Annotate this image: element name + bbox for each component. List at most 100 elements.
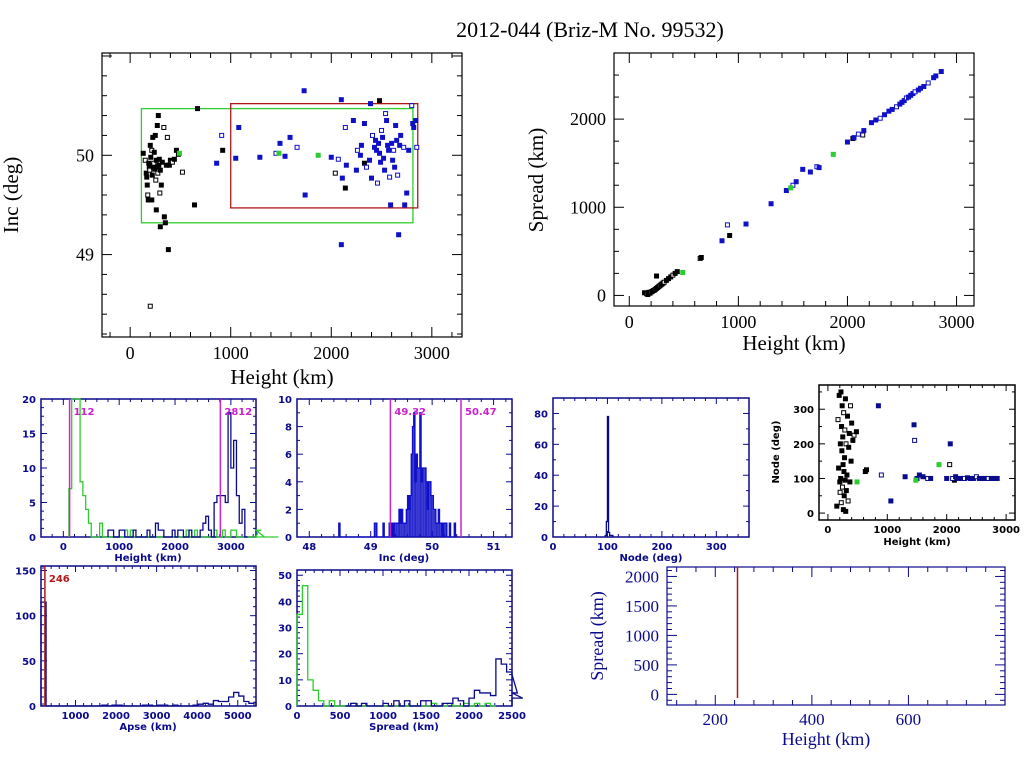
scatter-point	[153, 177, 159, 183]
scatter-point	[840, 462, 846, 468]
histogram-bar	[217, 496, 220, 537]
scatter-point	[411, 124, 417, 130]
scatter-point	[179, 169, 185, 175]
y-tick-label: 100	[793, 474, 814, 485]
histogram-bar	[395, 523, 397, 537]
y-axis-label: Node (deg)	[771, 421, 782, 484]
histogram-bar	[374, 523, 376, 537]
scatter-point	[176, 150, 182, 156]
scatter-point	[277, 140, 283, 146]
y-tick-label: 49	[76, 245, 94, 265]
scatter-point	[392, 164, 398, 170]
histogram-green	[68, 398, 279, 538]
y-tick-label: 200	[793, 440, 814, 451]
y-tick-label: 6	[285, 450, 292, 461]
histogram-blue	[107, 412, 248, 538]
scatter-point	[391, 147, 397, 153]
scatter-point	[335, 156, 341, 162]
scatter-point	[374, 147, 380, 153]
histogram-bar	[72, 399, 75, 537]
scatter-point	[386, 147, 392, 153]
histogram-bar	[214, 503, 217, 538]
scatter-point	[144, 174, 150, 180]
histogram-bar	[421, 481, 423, 537]
threshold-label: 50.47	[465, 407, 497, 418]
scatter-point	[921, 83, 927, 89]
scatter-point	[220, 147, 226, 153]
scatter-point	[166, 162, 172, 168]
histogram-bar	[200, 530, 203, 537]
histogram-bar	[234, 692, 239, 706]
scatter-point	[165, 247, 171, 253]
histogram-bar	[155, 523, 158, 537]
scatter-point	[838, 500, 844, 506]
x-axis-label: Node (deg)	[620, 553, 683, 564]
scatter-point	[401, 144, 407, 150]
scatter-point	[171, 156, 177, 162]
histogram-bar	[435, 523, 438, 537]
histogram-bar	[262, 530, 265, 537]
histogram-bar	[329, 701, 334, 706]
y-tick-label: 50	[76, 145, 94, 165]
histogram-bar	[234, 440, 237, 537]
x-tick-label: 1000	[213, 343, 249, 363]
threshold-label: 2812	[224, 407, 252, 418]
histogram-bar	[375, 523, 377, 537]
red-box	[230, 102, 419, 209]
histogram-bar	[416, 454, 418, 537]
scatter-point	[402, 202, 408, 208]
scatter-point	[381, 155, 387, 161]
scatter-point	[840, 434, 846, 440]
scatter-point	[413, 118, 419, 124]
scatter-point	[161, 124, 167, 130]
scatter-point	[845, 498, 851, 504]
x-tick-label: 600	[896, 710, 922, 729]
histogram-bar	[242, 509, 245, 537]
x-tick-label: 49	[364, 542, 378, 553]
histogram-bar	[430, 495, 433, 537]
scatter-point	[845, 413, 851, 419]
scatter-point	[396, 232, 402, 238]
histogram-bar	[239, 696, 244, 706]
x-tick-label: 1000	[105, 542, 133, 553]
x-tick-label: 3000	[414, 343, 450, 363]
x-tick-label: 1000	[369, 711, 397, 722]
y-tick-label: 10	[22, 464, 36, 475]
histogram-bar	[449, 523, 451, 537]
histogram-bar	[122, 530, 125, 537]
scatter-point	[343, 162, 349, 168]
histogram-bar	[422, 468, 424, 537]
scatter-point	[841, 493, 847, 499]
scatter-point	[147, 303, 153, 309]
histogram-bar	[419, 412, 422, 537]
histogram-bar	[417, 468, 419, 537]
histogram-bar	[161, 530, 164, 537]
scatter-point	[361, 121, 367, 127]
x-tick-label: 3000	[939, 312, 975, 332]
histogram-bar	[236, 496, 239, 537]
y-tick-label: 2000	[570, 109, 606, 129]
scatter-point	[379, 127, 385, 133]
histogram-bar	[102, 705, 107, 706]
plot-frame	[818, 384, 1016, 521]
scatter-point	[947, 462, 953, 468]
x-tick-label: 3000	[217, 542, 245, 553]
histogram-bar	[208, 704, 213, 706]
histogram-bar	[453, 698, 458, 706]
scatter-point	[724, 222, 730, 228]
histogram-bar	[507, 672, 512, 706]
scatter-point	[339, 175, 345, 181]
histogram-bar	[319, 701, 324, 706]
scatter-point	[793, 179, 799, 185]
scatter-point	[393, 122, 399, 128]
histogram-bar	[218, 701, 223, 706]
scatter-point	[807, 169, 813, 175]
x-tick-label: 2000	[313, 343, 349, 363]
histogram-bar	[434, 509, 436, 537]
histogram-bar	[112, 705, 117, 706]
histogram-bar	[111, 530, 114, 537]
histogram-bar	[338, 523, 340, 537]
histogram-bar	[424, 468, 426, 537]
y-tick-label: 150	[15, 567, 36, 578]
